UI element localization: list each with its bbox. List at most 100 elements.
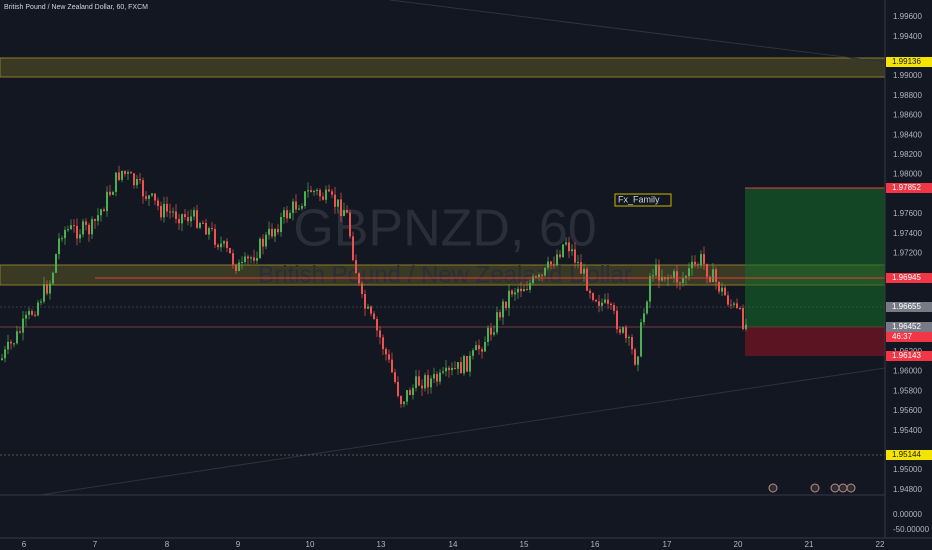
candle-body	[703, 254, 705, 264]
candle-body	[511, 290, 513, 295]
candle-body	[94, 219, 96, 221]
event-icon	[838, 483, 848, 493]
pane-label: 0.00000	[893, 510, 922, 519]
candle-body	[265, 234, 267, 247]
candle-body	[118, 172, 120, 180]
candle-body	[244, 256, 246, 263]
price-label: 1.99600	[893, 12, 922, 21]
candle-body	[10, 341, 12, 344]
candle-body	[184, 214, 186, 217]
candle-body	[352, 236, 354, 261]
candle-body	[220, 243, 222, 248]
candle-body	[55, 254, 57, 273]
candle-body	[562, 244, 564, 257]
candle-body	[463, 355, 465, 374]
candle-body	[730, 304, 732, 306]
candle-body	[610, 303, 612, 306]
candle-body	[469, 355, 471, 372]
candle-body	[1, 358, 3, 360]
candle-body	[247, 256, 249, 259]
candle-body	[439, 372, 441, 382]
candle-body	[490, 327, 492, 335]
time-label: 17	[663, 540, 672, 549]
candle-body	[400, 396, 402, 405]
candle-body	[436, 374, 438, 382]
candle-body	[688, 268, 690, 277]
price-tag-label: 1.96452	[892, 322, 921, 331]
watermark-name: British Pound / New Zealand Dollar	[258, 261, 632, 288]
candle-body	[424, 375, 426, 389]
candle-body	[505, 301, 507, 309]
candle-body	[637, 356, 639, 365]
candle-body	[727, 295, 729, 305]
candle-body	[718, 281, 720, 292]
price-label: 1.99000	[893, 71, 922, 80]
time-label: 16	[591, 540, 600, 549]
candle-body	[163, 203, 165, 218]
price-label: 1.95600	[893, 406, 922, 415]
candle-body	[166, 203, 168, 212]
candle-body	[454, 367, 456, 369]
candle-body	[409, 390, 411, 396]
candle-body	[364, 294, 366, 309]
candle-body	[652, 275, 654, 277]
candle-body	[388, 354, 390, 360]
time-label: 7	[93, 540, 98, 549]
candle-body	[406, 390, 408, 402]
candle-body	[334, 194, 336, 207]
candle-body	[235, 264, 237, 271]
candle-body	[331, 191, 333, 195]
candle-body	[712, 269, 714, 283]
candle-body	[745, 324, 747, 330]
event-icon	[846, 483, 856, 493]
candle-body	[229, 248, 231, 254]
candle-body	[565, 242, 567, 245]
candle-body	[223, 241, 225, 244]
candle-body	[289, 212, 291, 219]
price-tag	[886, 302, 932, 312]
candle-body	[682, 278, 684, 284]
candle-body	[268, 228, 270, 235]
price-tag	[886, 273, 932, 283]
candle-body	[172, 211, 174, 213]
candle-body	[133, 173, 135, 186]
candle-body	[178, 218, 180, 224]
candle-body	[91, 219, 93, 235]
candle-body	[586, 268, 588, 291]
candle-body	[553, 264, 555, 266]
candle-body	[709, 276, 711, 283]
candle-body	[196, 210, 198, 228]
candle-body	[250, 257, 252, 259]
candle-body	[691, 261, 693, 269]
candle-body	[520, 288, 522, 292]
stop-zone	[745, 327, 885, 356]
candle-body	[232, 253, 234, 265]
candle-body	[556, 254, 558, 266]
price-tag	[886, 332, 932, 342]
candle-body	[199, 222, 201, 228]
event-icon	[768, 483, 778, 493]
candle-body	[592, 293, 594, 300]
price-label: 1.98600	[893, 111, 922, 120]
candle-body	[214, 228, 216, 245]
candle-body	[616, 310, 618, 330]
candle-body	[124, 170, 126, 174]
candle-body	[640, 322, 642, 357]
candle-body	[601, 302, 603, 306]
candle-body	[646, 301, 648, 314]
supply-zone	[0, 57, 886, 78]
candle-body	[700, 254, 702, 266]
price-label: 1.97600	[893, 209, 922, 218]
candle-body	[88, 224, 90, 235]
candle-body	[31, 311, 33, 315]
candle-body	[583, 268, 585, 274]
candle-body	[322, 196, 324, 200]
candle-body	[532, 276, 534, 284]
candle-body	[547, 261, 549, 268]
candle-body	[58, 238, 60, 255]
candle-body	[487, 327, 489, 342]
candle-body	[85, 221, 87, 225]
trend-line	[39, 367, 886, 496]
candle-body	[685, 276, 687, 279]
